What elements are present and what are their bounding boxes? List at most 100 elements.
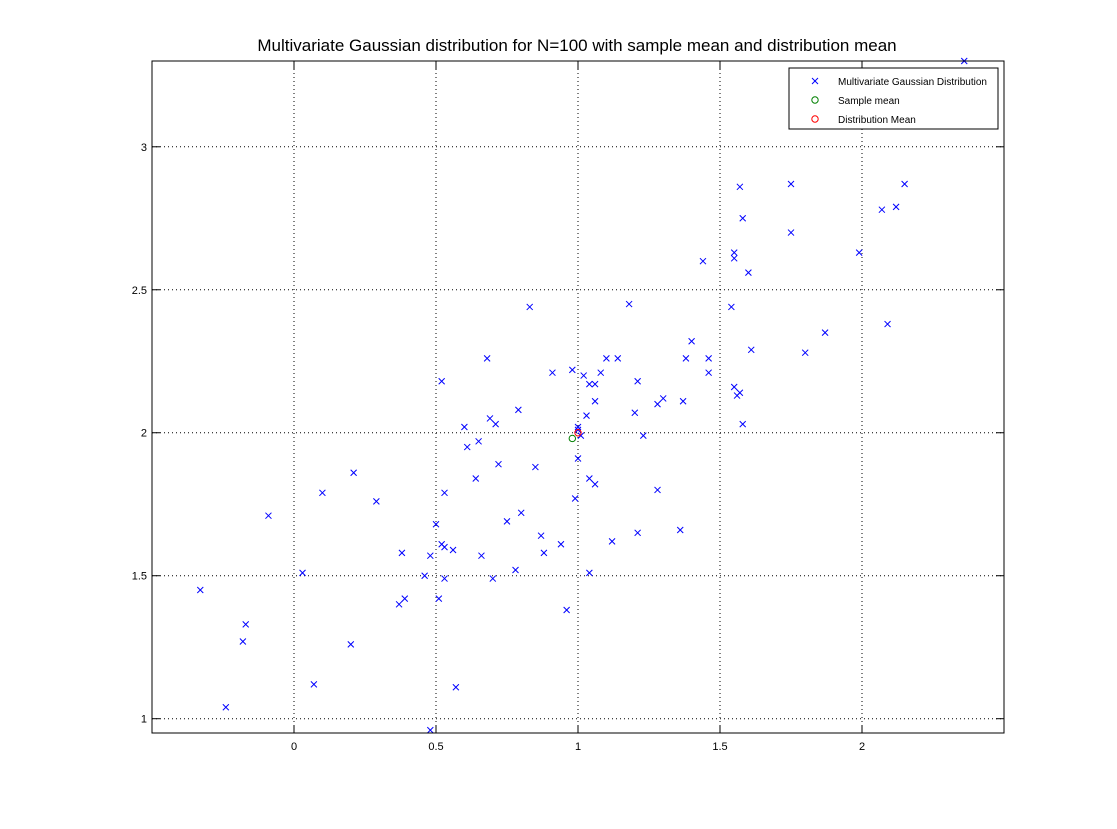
data-point <box>634 529 641 537</box>
data-point <box>347 640 355 648</box>
x-tick-label: 0 <box>291 741 297 753</box>
data-point <box>395 600 403 608</box>
data-point <box>486 415 494 422</box>
data-point <box>463 443 471 451</box>
data-point <box>568 366 576 374</box>
data-point <box>705 369 712 377</box>
data-point <box>586 475 593 482</box>
data-point <box>515 406 522 414</box>
legend-marker-o <box>811 96 819 104</box>
legend-box <box>788 67 999 130</box>
data-point <box>196 586 204 594</box>
data-point <box>461 423 468 431</box>
data-point <box>574 455 582 462</box>
data-point <box>426 726 434 734</box>
data-point <box>239 638 247 645</box>
data-point <box>634 377 641 385</box>
data-point <box>489 575 497 582</box>
data-point <box>526 303 534 311</box>
legend-entry-label: Distribution Mean <box>838 115 916 126</box>
data-point <box>432 520 440 528</box>
data-point <box>625 300 633 308</box>
data-point <box>787 229 795 236</box>
data-points <box>196 57 968 734</box>
sample-mean-point <box>568 434 577 443</box>
data-point <box>299 569 306 577</box>
data-point <box>597 369 605 377</box>
data-point <box>736 183 744 191</box>
data-point <box>892 203 900 211</box>
data-point <box>608 538 616 545</box>
data-point <box>688 337 695 345</box>
data-point <box>654 486 661 494</box>
data-point <box>495 460 502 468</box>
data-point <box>586 380 593 388</box>
distribution-mean-point <box>574 429 582 437</box>
legend-marker-x <box>811 77 819 85</box>
data-point <box>472 475 480 482</box>
data-point <box>441 489 448 497</box>
data-point <box>503 518 511 525</box>
x-tick-label: 2 <box>859 741 865 753</box>
data-point <box>577 432 585 439</box>
data-point <box>730 383 738 391</box>
legend: Multivariate Gaussian Distribution Sample… <box>788 67 999 130</box>
data-point <box>730 254 738 262</box>
data-point <box>580 372 588 379</box>
data-point <box>475 437 482 445</box>
data-point <box>549 369 556 377</box>
data-point <box>583 412 590 419</box>
data-point <box>739 420 747 428</box>
data-point <box>631 409 639 417</box>
data-point <box>537 532 545 540</box>
data-point <box>492 420 499 428</box>
y-tick-label: 1.5 <box>132 571 147 583</box>
data-point <box>591 480 599 488</box>
grid <box>152 61 1004 733</box>
data-point <box>435 595 443 602</box>
data-point <box>557 540 565 548</box>
data-point <box>563 606 570 614</box>
y-tick-label: 2 <box>141 428 147 440</box>
data-point <box>654 400 661 408</box>
data-point <box>676 526 684 534</box>
data-point <box>801 349 809 357</box>
data-point <box>614 355 622 362</box>
data-point <box>739 214 747 222</box>
data-point <box>728 303 735 311</box>
x-tick-label: 0.5 <box>428 741 443 753</box>
data-point <box>679 397 687 405</box>
data-point <box>884 320 891 328</box>
data-point <box>540 549 548 557</box>
data-point <box>532 463 539 471</box>
data-point <box>571 495 579 502</box>
data-point <box>452 683 460 691</box>
data-point <box>373 498 380 505</box>
data-point <box>878 206 886 214</box>
data-point <box>591 397 599 405</box>
x-tick-label: 1.5 <box>712 741 727 753</box>
data-point <box>517 509 525 517</box>
data-point <box>639 432 647 439</box>
data-point <box>512 566 519 574</box>
data-point <box>682 355 690 362</box>
chart-title: Multivariate Gaussian distribution for N… <box>257 36 896 55</box>
data-point <box>574 423 582 431</box>
data-point <box>398 549 406 557</box>
data-point <box>855 249 863 256</box>
x-tick-label: 1 <box>575 741 581 753</box>
y-tick-label: 3 <box>141 142 147 154</box>
data-point <box>438 377 446 385</box>
data-point <box>350 469 357 477</box>
data-point <box>699 257 707 265</box>
data-point <box>421 572 428 580</box>
data-point <box>441 543 448 551</box>
data-point <box>478 552 485 560</box>
data-point <box>586 569 593 577</box>
data-point <box>483 355 491 362</box>
y-tick-label: 1 <box>141 714 147 726</box>
y-tick-label: 2.5 <box>132 285 147 297</box>
legend-entry-label: Sample mean <box>838 96 900 107</box>
data-point <box>319 489 326 497</box>
